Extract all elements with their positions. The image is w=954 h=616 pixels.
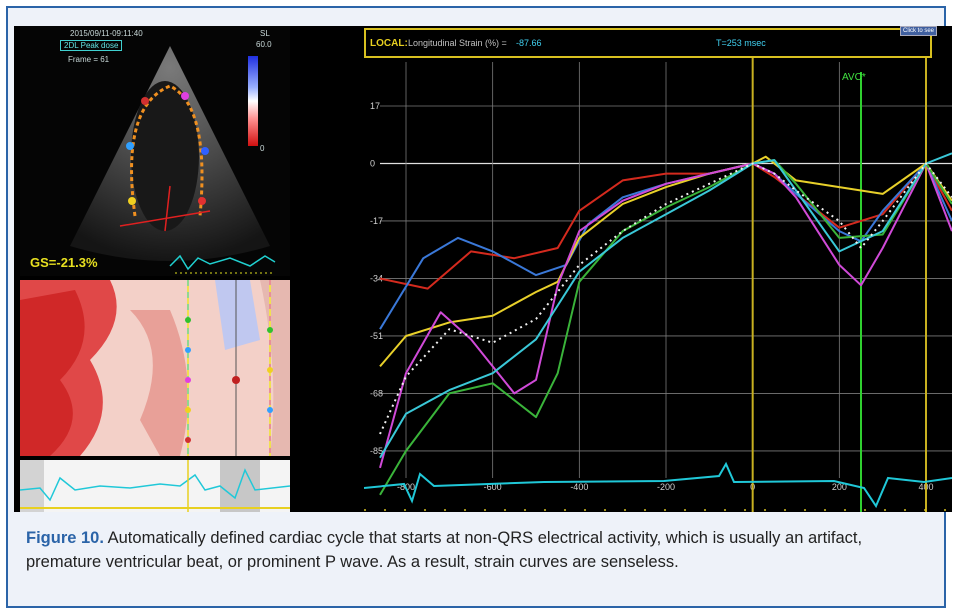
global-strain: GS=-21.3%: [30, 255, 98, 270]
strain-chart: 170-17-34-51-68-85-800-600-400-200020040…: [363, 56, 953, 512]
header-time: T=253 msec: [716, 38, 766, 48]
avc-label: AVC*: [842, 72, 866, 83]
scale-top: SL: [260, 29, 270, 38]
mini-ecg: [20, 460, 290, 512]
figure-image: 2015/09/11-09:11:40 2DL Peak dose Frame …: [14, 26, 953, 512]
header-label: Longitudinal Strain (%) =: [408, 38, 507, 48]
header-local: LOCAL:: [370, 38, 408, 49]
x-tick-label: 200: [832, 482, 847, 492]
caption-text: Automatically defined cardiac cycle that…: [26, 529, 863, 571]
strain-curve: [379, 162, 953, 469]
chart-header: LOCAL: Longitudinal Strain (%) = -87.66 …: [364, 28, 932, 58]
y-tick-label: -85: [370, 446, 383, 456]
strain-map-image: [20, 280, 290, 456]
caption-label: Figure 10.: [26, 529, 104, 547]
echo-timestamp: 2015/09/11-09:11:40: [70, 29, 143, 38]
y-tick-label: -51: [370, 331, 383, 341]
figure-caption: Figure 10. Automatically defined cardiac…: [26, 526, 940, 574]
scale-value: 60.0: [256, 40, 272, 49]
x-tick-label: -600: [484, 482, 502, 492]
y-tick-label: -34: [370, 273, 383, 283]
echo-frame: Frame = 61: [68, 55, 110, 64]
corner-button[interactable]: Click to see: [900, 26, 938, 36]
header-value: -87.66: [516, 38, 542, 48]
echo-panel: 2015/09/11-09:11:40 2DL Peak dose Frame …: [20, 26, 290, 276]
x-tick-label: -200: [657, 482, 675, 492]
strain-chart-panel: 170-17-34-51-68-85-800-600-400-200020040…: [363, 26, 953, 512]
scale-zero: 0: [260, 144, 265, 153]
strain-curve: [379, 155, 953, 368]
y-tick-label: 17: [370, 101, 380, 111]
strain-curve: [379, 162, 953, 290]
x-tick-label: -400: [570, 482, 588, 492]
strain-map: [20, 280, 290, 456]
y-tick-label: -17: [370, 216, 383, 226]
y-tick-label: -68: [370, 388, 383, 398]
strain-curve: [379, 162, 953, 435]
mini-ecg-trace: [20, 460, 290, 512]
ecg-trace: [363, 461, 953, 509]
strain-curve: [379, 152, 953, 459]
strain-curve: [379, 159, 953, 496]
echo-mode: 2DL Peak dose: [60, 40, 123, 51]
y-tick-label: 0: [370, 158, 375, 168]
echo-image: [70, 46, 276, 274]
